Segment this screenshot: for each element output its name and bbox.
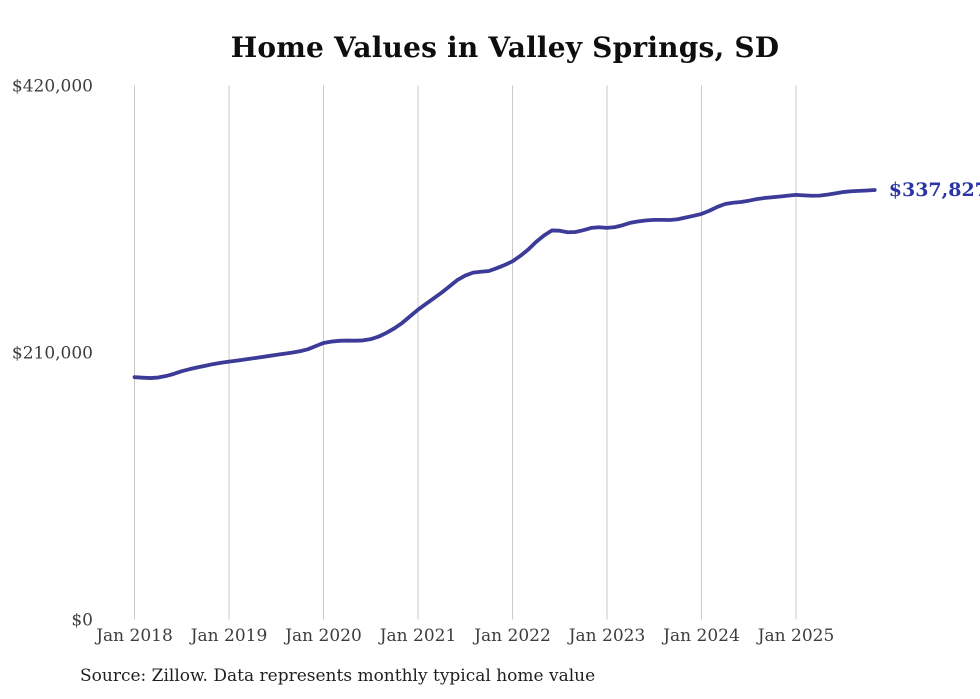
x-tick-label: Jan 2024	[661, 626, 740, 646]
x-tick-label: Jan 2020	[283, 626, 362, 646]
home-value-line	[132, 188, 877, 380]
y-tick-label: $0	[71, 611, 93, 631]
y-tick-label: $420,000	[12, 77, 93, 97]
end-value-label: $337,827	[889, 179, 980, 201]
x-tick-label: Jan 2023	[567, 626, 646, 646]
x-tick-label: Jan 2019	[189, 626, 268, 646]
gridlines-group	[134, 85, 797, 620]
x-axis-labels-group: Jan 2018 Jan 2019 Jan 2020 Jan 2021 Jan 2022…	[94, 626, 834, 646]
x-tick-label: Jan 2025	[756, 626, 835, 646]
chart-title: Home Values in Valley Springs, SD	[230, 31, 780, 64]
y-axis-labels-group: $0 $210,000 $420,000	[12, 77, 93, 631]
x-tick-label: Jan 2018	[94, 626, 173, 646]
series-group: $337,827	[132, 179, 980, 380]
y-tick-label: $210,000	[12, 344, 93, 364]
x-tick-label: Jan 2021	[378, 626, 457, 646]
source-note: Source: Zillow. Data represents monthly …	[80, 666, 596, 686]
x-tick-label: Jan 2022	[472, 626, 551, 646]
